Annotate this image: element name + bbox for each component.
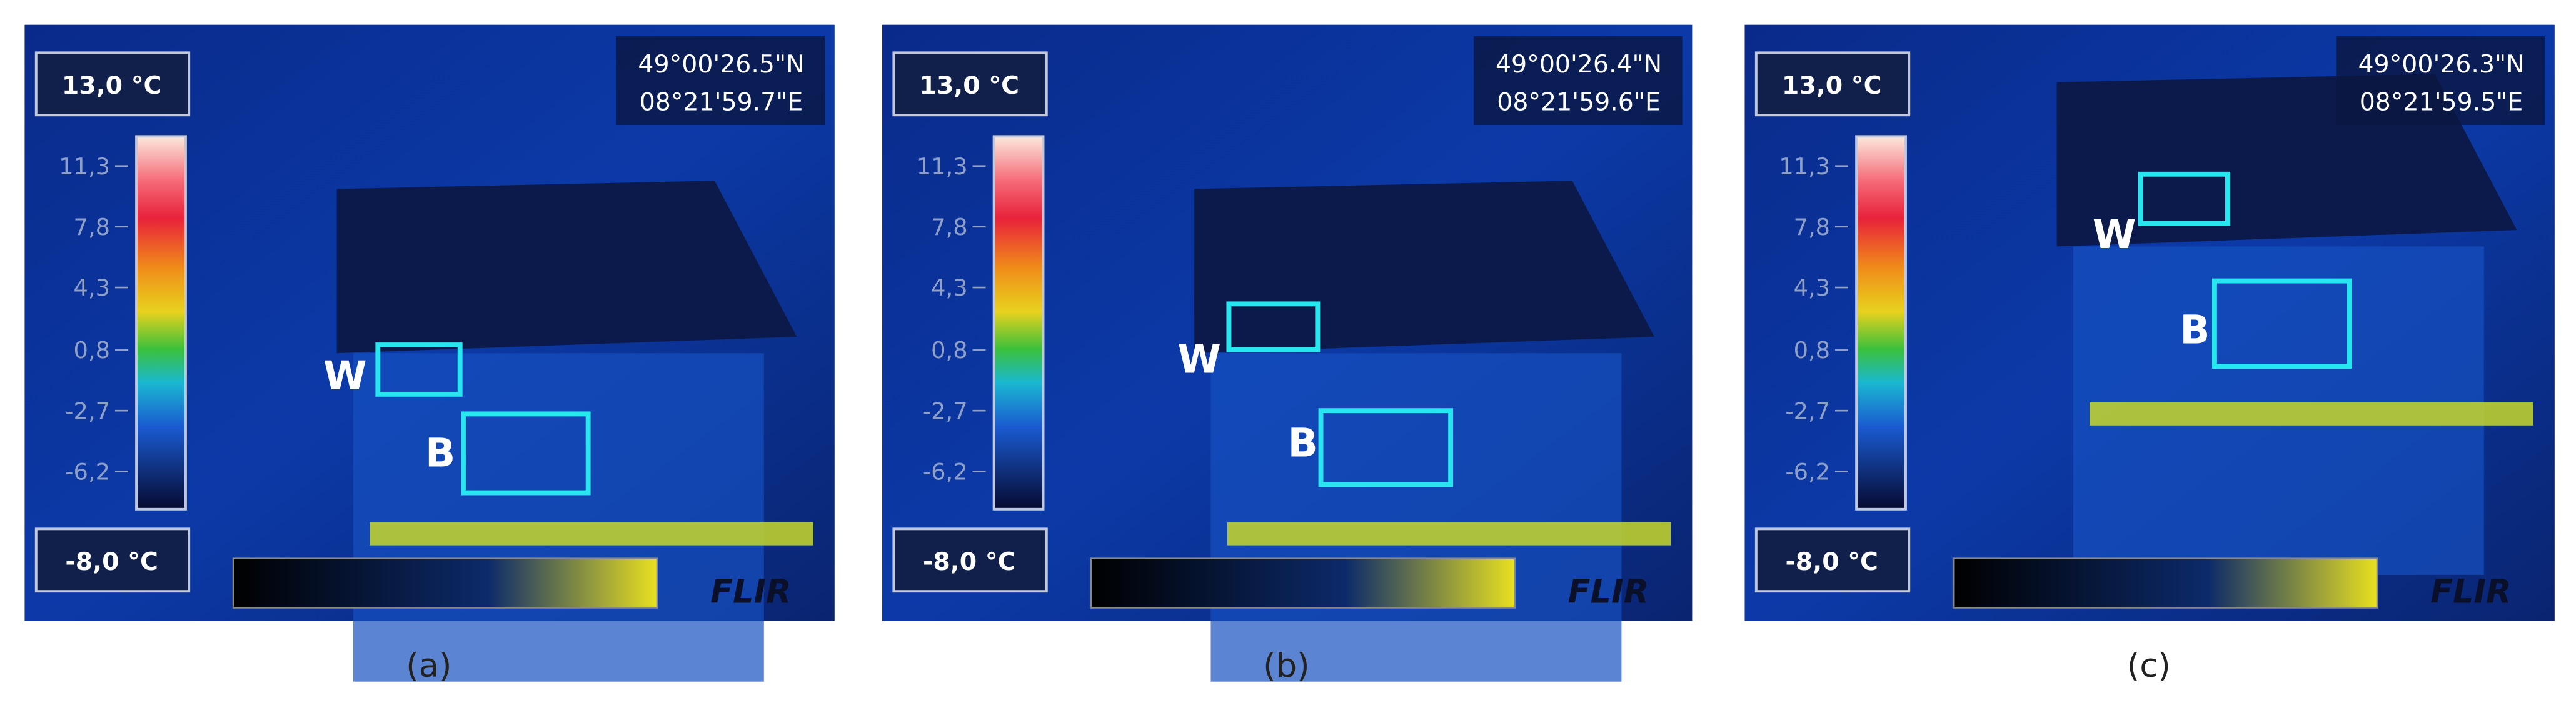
scale-tick-label: 7,8 xyxy=(1794,214,1830,241)
window-roi xyxy=(375,342,463,397)
color-scale xyxy=(992,135,1045,511)
scale-tick-label: 4,3 xyxy=(931,274,967,301)
window-label: W xyxy=(2093,211,2136,257)
scale-tick-label: 0,8 xyxy=(74,337,110,364)
color-scale xyxy=(135,135,187,511)
facade xyxy=(1210,353,1622,682)
color-scale xyxy=(1855,135,1907,511)
window-roi xyxy=(1226,301,1321,352)
longitude: 08°21'59.6"E xyxy=(1497,87,1661,116)
scale-tick-label: -6,2 xyxy=(65,459,110,486)
window-label: W xyxy=(323,352,367,399)
facade xyxy=(353,353,764,682)
min-label: -8,0 °C xyxy=(1785,547,1878,576)
longitude: 08°21'59.7"E xyxy=(640,87,803,116)
roof xyxy=(1194,181,1654,354)
scale-tick-label: -6,2 xyxy=(923,459,968,486)
thermal-panel: 13,0 °C -8,0 °C 11,3 7,8 4,3 0,8 -2,7 -6,2 49°00… xyxy=(24,24,835,685)
balcony-label: B xyxy=(2180,306,2210,352)
histogram-bar xyxy=(1952,557,2378,609)
coord-box xyxy=(1473,36,1683,125)
window-label: W xyxy=(1177,336,1221,382)
scale-tick-label: -2,7 xyxy=(65,397,110,424)
scale-tick-label: 11,3 xyxy=(1779,153,1830,180)
max-label: 13,0 °C xyxy=(919,71,1019,100)
thermal-panel: 13,0 °C -8,0 °C 11,3 7,8 4,3 0,8 -2,7 -6,2 49°00… xyxy=(882,24,1693,685)
max-box xyxy=(34,51,191,117)
scale-tick-label: 0,8 xyxy=(1794,337,1830,364)
scale-tick-label: 11,3 xyxy=(917,153,968,180)
window-roi xyxy=(2138,171,2230,226)
caption: (a) xyxy=(406,647,451,685)
max-box xyxy=(1754,51,1911,117)
min-box xyxy=(34,527,191,593)
scale-tick-label: 4,3 xyxy=(1794,274,1830,301)
thermal-panel: 13,0 °C -8,0 °C 11,3 7,8 4,3 0,8 -2,7 -6,2 49°00… xyxy=(1744,24,2555,685)
min-box xyxy=(1754,527,1911,593)
scale-tick-label: -6,2 xyxy=(1785,459,1830,486)
max-label: 13,0 °C xyxy=(62,71,162,100)
balcony-label: B xyxy=(1288,420,1318,466)
balcony-roi xyxy=(1318,408,1454,487)
scale-tick-label: 4,3 xyxy=(74,274,110,301)
scale-tick-label: 7,8 xyxy=(931,214,967,241)
latitude: 49°00'26.4"N xyxy=(1496,50,1662,79)
scale-tick-label: 11,3 xyxy=(59,153,110,180)
scale-tick-label: 7,8 xyxy=(74,214,110,241)
min-label: -8,0 °C xyxy=(923,547,1016,576)
flir-logo: FLIR xyxy=(2430,573,2511,611)
histogram-bar xyxy=(232,557,658,609)
balcony-roi xyxy=(2211,278,2352,369)
latitude: 49°00'26.5"N xyxy=(638,50,804,79)
min-label: -8,0 °C xyxy=(65,547,158,576)
warm-strip xyxy=(370,522,813,546)
caption: (c) xyxy=(2127,647,2171,685)
warm-strip xyxy=(1227,522,1671,546)
roof xyxy=(336,181,797,354)
scale-tick-label: -2,7 xyxy=(923,397,968,424)
max-box xyxy=(892,51,1048,117)
longitude: 08°21'59.5"E xyxy=(2360,87,2523,116)
coord-box xyxy=(616,36,825,125)
warm-strip xyxy=(2090,402,2533,426)
balcony-roi xyxy=(461,411,591,496)
coord-box xyxy=(2336,36,2545,125)
scale-tick-label: -2,7 xyxy=(1785,397,1830,424)
balcony-label: B xyxy=(425,429,455,476)
min-box xyxy=(892,527,1048,593)
caption: (b) xyxy=(1263,647,1309,685)
flir-logo: FLIR xyxy=(710,573,791,611)
flir-logo: FLIR xyxy=(1568,573,1649,611)
histogram-bar xyxy=(1090,557,1516,609)
scale-tick-label: 0,8 xyxy=(931,337,967,364)
latitude: 49°00'26.3"N xyxy=(2358,50,2524,79)
max-label: 13,0 °C xyxy=(1782,71,1882,100)
